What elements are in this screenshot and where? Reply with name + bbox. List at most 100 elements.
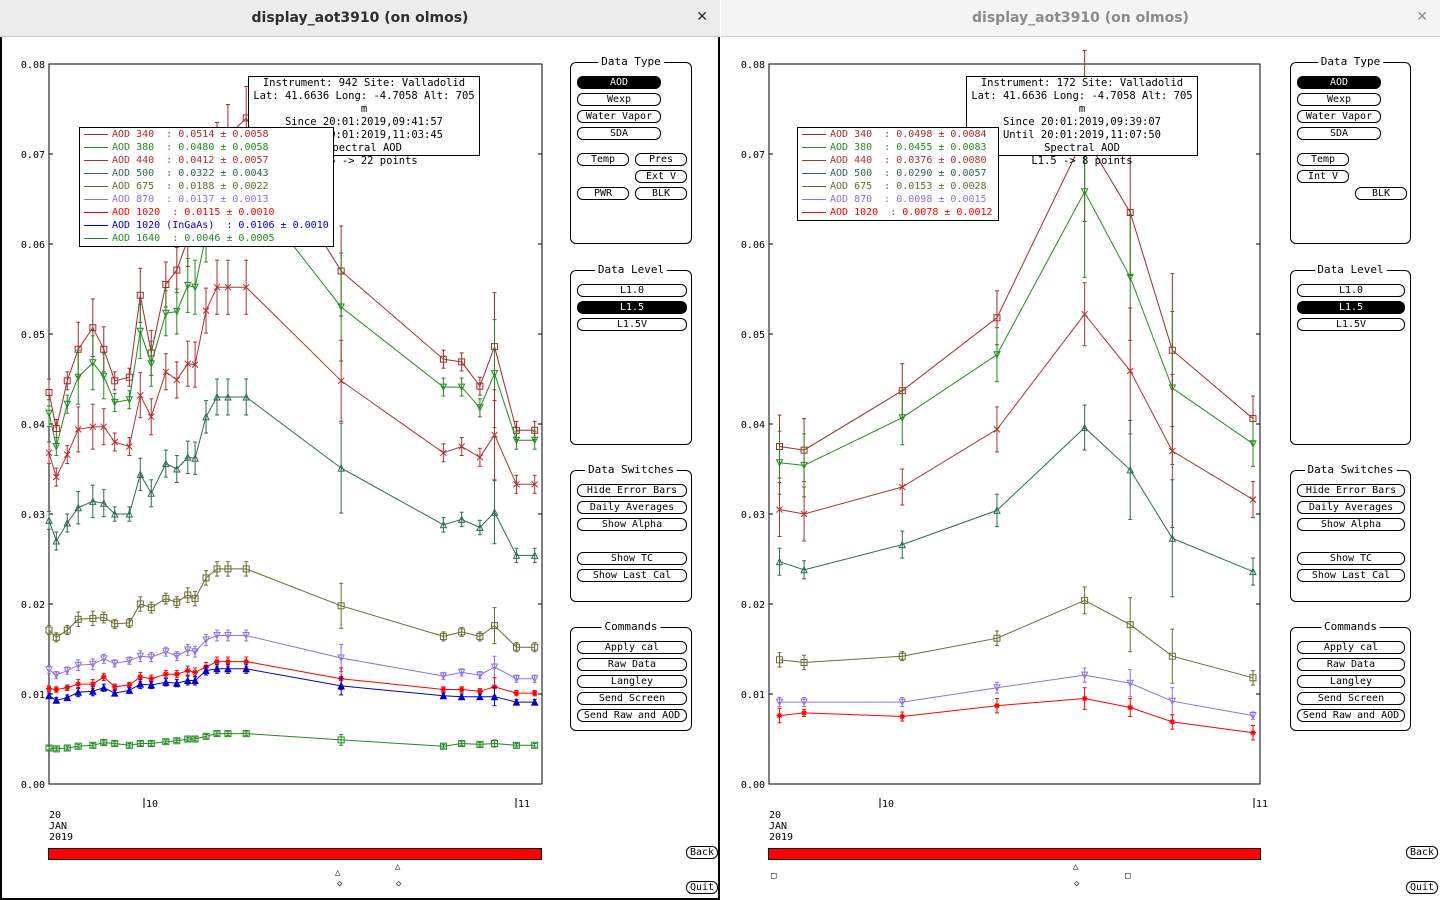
l15-button[interactable]: L1.5	[1297, 301, 1405, 314]
y-tick-label: 0.05	[21, 330, 45, 341]
raw-data-button[interactable]: Raw Data	[577, 658, 687, 671]
window-content: 0.00 0.01 0.02 0.03 0.04 0.05 0.06 0.07 0.08 10 11…	[0, 37, 720, 900]
time-range-bar[interactable]	[48, 848, 542, 860]
data-point	[776, 656, 784, 664]
temp-button[interactable]: Temp	[577, 153, 629, 166]
data-point	[45, 516, 53, 524]
langley-button[interactable]: Langley	[1297, 675, 1405, 688]
legend-line-icon	[802, 199, 826, 200]
sda-button[interactable]: SDA	[577, 127, 661, 140]
window-right: display_aot3910 (on olmos) ✕ 0.00 0.01 0.0…	[721, 0, 1440, 900]
wexp-button[interactable]: Wexp	[577, 93, 661, 106]
apply-cal-button[interactable]: Apply cal	[577, 641, 687, 654]
data-point	[147, 489, 156, 497]
l10-button[interactable]: L1.0	[577, 284, 687, 297]
blk-button[interactable]: BLK	[635, 187, 687, 200]
pres-button[interactable]: Pres	[635, 153, 687, 166]
close-icon[interactable]: ✕	[696, 9, 708, 25]
back-button[interactable]: Back	[1406, 846, 1439, 859]
legend-line-icon	[802, 186, 826, 187]
water-vapor-button[interactable]: Water Vapor	[1297, 110, 1381, 123]
send-screen-button[interactable]: Send Screen	[1297, 692, 1405, 705]
data-point	[800, 698, 808, 707]
y-tick-label: 0.04	[741, 420, 765, 431]
temp-button[interactable]: Temp	[1297, 153, 1349, 166]
legend-entry: AOD 440 : 0.0412 ± 0.0057	[112, 155, 269, 166]
hide-error-bars-button[interactable]: Hide Error Bars	[1297, 484, 1405, 497]
title-bar[interactable]: display_aot3910 (on olmos) ✕	[721, 0, 1440, 37]
back-button[interactable]: Back	[686, 846, 719, 859]
hide-error-bars-button[interactable]: Hide Error Bars	[577, 484, 687, 497]
data-point	[242, 730, 250, 738]
data-point	[775, 698, 784, 707]
daily-averages-button[interactable]: Daily Averages	[577, 501, 687, 514]
pwr-button[interactable]: PWR	[577, 187, 629, 200]
y-tick-label: 0.06	[741, 240, 765, 251]
time-range-bar[interactable]	[768, 848, 1261, 860]
data-point	[513, 480, 520, 488]
ext-v-button[interactable]: Ext V	[635, 170, 687, 183]
send-raw-and-aod-button[interactable]: Send Raw and AOD	[577, 709, 687, 722]
quit-button[interactable]: Quit	[686, 881, 719, 894]
legend-entry: AOD 340 : 0.0514 ± 0.0058	[112, 129, 269, 140]
data-point	[147, 680, 156, 689]
daily-averages-button[interactable]: Daily Averages	[1297, 501, 1405, 514]
wexp-button[interactable]: Wexp	[1297, 93, 1381, 106]
data-point	[125, 509, 134, 518]
data-point	[993, 506, 1001, 514]
show-last-cal-button[interactable]: Show Last Cal	[1297, 569, 1405, 582]
data-point	[148, 675, 155, 682]
data-point	[74, 373, 83, 382]
data-point	[531, 690, 538, 697]
x-tick-label: 11	[518, 799, 530, 810]
aod-button[interactable]: AOD	[577, 76, 661, 89]
data-type-panel: Data Type AOD Wexp Water Vapor SDA Temp …	[1290, 55, 1411, 244]
series-line	[779, 697, 1254, 734]
data-point	[162, 738, 170, 746]
data-point	[74, 742, 82, 750]
data-point	[137, 673, 144, 680]
data-point	[1249, 567, 1257, 576]
show-last-cal-button[interactable]: Show Last Cal	[577, 569, 687, 582]
int-v-button[interactable]: Int V	[1297, 170, 1349, 183]
triangle-marker-icon: △	[395, 862, 401, 872]
data-point	[125, 686, 134, 694]
legend-line-icon	[802, 160, 826, 161]
blk-button[interactable]: BLK	[1355, 187, 1407, 200]
send-screen-button[interactable]: Send Screen	[577, 692, 687, 705]
title-bar[interactable]: display_aot3910 (on olmos) ✕	[0, 0, 720, 37]
l15-button[interactable]: L1.5	[577, 301, 687, 314]
show-alpha-button[interactable]: Show Alpha	[1297, 518, 1405, 531]
show-alpha-button[interactable]: Show Alpha	[577, 518, 687, 531]
apply-cal-button[interactable]: Apply cal	[1297, 641, 1405, 654]
l15v-button[interactable]: L1.5V	[1297, 318, 1405, 331]
l15v-button[interactable]: L1.5V	[577, 318, 687, 331]
show-tc-button[interactable]: Show TC	[577, 552, 687, 565]
send-raw-and-aod-button[interactable]: Send Raw and AOD	[1297, 709, 1405, 722]
data-point	[1126, 621, 1134, 629]
water-vapor-button[interactable]: Water Vapor	[577, 110, 661, 123]
data-point	[476, 404, 484, 412]
raw-data-button[interactable]: Raw Data	[1297, 658, 1405, 671]
aod-button[interactable]: AOD	[1297, 76, 1381, 89]
data-point	[45, 744, 53, 752]
data-point	[89, 497, 97, 505]
l10-button[interactable]: L1.0	[1297, 284, 1405, 297]
data-point	[99, 499, 108, 507]
data-point	[52, 443, 61, 451]
info-line: L1.5 -> 22 points	[310, 155, 418, 167]
data-point	[110, 688, 119, 697]
data-point	[162, 459, 170, 468]
show-tc-button[interactable]: Show TC	[1297, 552, 1405, 565]
quit-button[interactable]: Quit	[1406, 881, 1439, 894]
langley-button[interactable]: Langley	[577, 675, 687, 688]
sda-button[interactable]: SDA	[1297, 127, 1381, 140]
series-line	[779, 674, 1254, 717]
close-icon[interactable]: ✕	[1416, 9, 1428, 25]
data-point	[337, 377, 345, 385]
data-point	[100, 614, 108, 621]
data-point	[512, 643, 520, 651]
data-point	[191, 595, 199, 603]
diamond-marker-icon: ◇	[337, 879, 343, 889]
data-point	[64, 684, 71, 691]
